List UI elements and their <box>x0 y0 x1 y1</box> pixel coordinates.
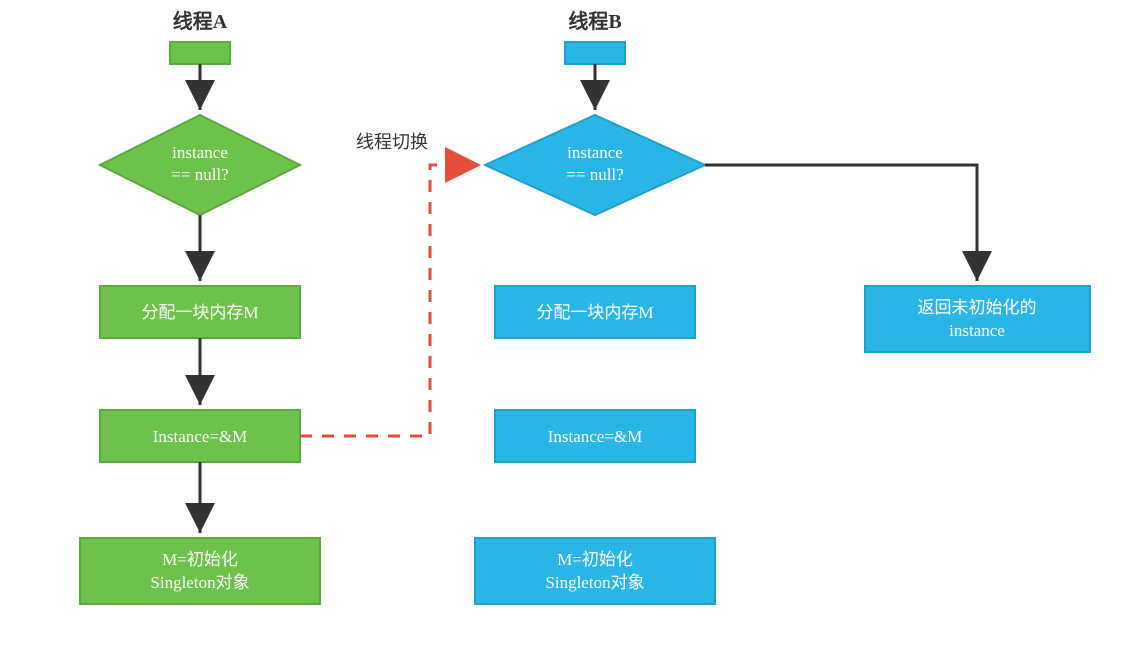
thread-a-title: 线程A <box>173 9 228 33</box>
thread-switch-label: 线程切换 <box>356 132 428 152</box>
thread-b-box2-text: Instance=&M <box>548 427 643 446</box>
thread-b-diamond-line2: == null? <box>566 165 623 184</box>
thread-a-diamond-line1: instance <box>172 143 228 162</box>
thread-a-box2-text: Instance=&M <box>153 427 248 446</box>
thread-b-box-right <box>865 286 1090 352</box>
thread-a-box3-line1: M=初始化 <box>162 550 238 569</box>
thread-a-box3-line2: Singleton对象 <box>150 573 249 592</box>
thread-a-start <box>170 42 230 64</box>
thread-switch-arrow <box>300 165 478 436</box>
thread-b-box1-text: 分配一块内存M <box>536 303 653 322</box>
thread-a-box1-text: 分配一块内存M <box>141 303 258 322</box>
thread-b-box3 <box>475 538 715 604</box>
flowchart-canvas: 线程A instance == null? 分配一块内存M Instance=&… <box>0 0 1142 640</box>
thread-b-box3-line2: Singleton对象 <box>545 573 644 592</box>
thread-a-box3 <box>80 538 320 604</box>
thread-b-box3-line1: M=初始化 <box>557 550 633 569</box>
thread-b-start <box>565 42 625 64</box>
thread-b-title: 线程B <box>568 9 621 33</box>
thread-a-diamond-line2: == null? <box>171 165 228 184</box>
arrow-b-right <box>705 165 977 281</box>
thread-b-diamond-line1: instance <box>567 143 623 162</box>
thread-b-box-right-line2: instance <box>949 321 1005 340</box>
thread-b-box-right-line1: 返回未初始化的 <box>918 298 1037 317</box>
flowchart-svg: 线程A instance == null? 分配一块内存M Instance=&… <box>0 0 1142 640</box>
